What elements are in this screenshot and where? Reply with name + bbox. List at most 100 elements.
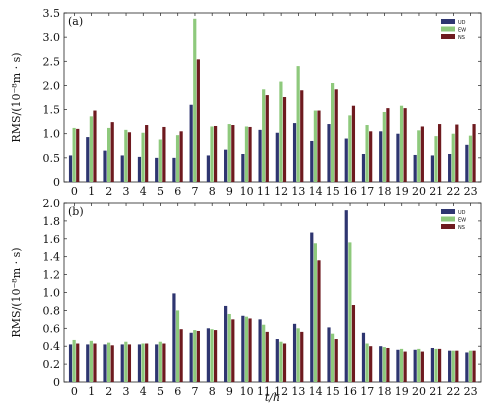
bar-ud [275, 339, 279, 382]
bar-ns [300, 90, 304, 182]
bar-ns [213, 125, 218, 182]
bar-ud [465, 352, 469, 382]
bar-ud [137, 344, 142, 382]
bar-ud [275, 132, 279, 182]
bar-ns [93, 110, 97, 182]
x-tick-label: 7 [191, 385, 198, 398]
x-tick-label: 5 [157, 185, 164, 198]
bar-ew [193, 330, 197, 382]
x-tick-label: 21 [429, 385, 443, 398]
bar-ud [327, 124, 331, 182]
x-tick-label: 22 [446, 185, 460, 198]
x-tick-label: 1 [88, 185, 95, 198]
x-tick-label: 14 [309, 185, 323, 198]
bar-ns [386, 108, 390, 182]
bar-ew [72, 127, 76, 182]
bar-ew [210, 126, 214, 182]
x-tick-label: 19 [395, 385, 409, 398]
y-tick-label: 1.0 [43, 128, 61, 141]
x-tick-label: 18 [378, 385, 392, 398]
bar-ns [351, 105, 356, 182]
bar-ns [179, 329, 183, 382]
x-tick-label: 15 [326, 385, 340, 398]
bar-ew [244, 126, 249, 182]
bar-ud [465, 144, 469, 182]
legend-label-ns: NS [458, 35, 465, 41]
bar-ew [72, 339, 76, 382]
bar-ns [196, 330, 200, 382]
bar-ud [413, 154, 417, 182]
bar-ns [472, 124, 476, 182]
x-tick-label: 4 [140, 385, 147, 398]
bar-ew [382, 111, 386, 182]
bar-ud [155, 344, 159, 382]
y-tick-label: 3.0 [43, 31, 61, 44]
bar-ud [292, 123, 297, 182]
bar-ns [403, 351, 407, 382]
y-tick-label: 1.2 [43, 269, 61, 282]
x-tick-label: 9 [226, 385, 233, 398]
x-tick-label: 3 [123, 185, 130, 198]
bar-ud [86, 137, 90, 182]
bar-ud [120, 155, 124, 182]
y-tick-label: 0.5 [43, 152, 61, 165]
bar-ud [68, 155, 73, 182]
bar-ew [434, 348, 438, 382]
x-tick-label: 10 [240, 385, 254, 398]
bar-ns [145, 343, 149, 382]
x-tick-label: 8 [209, 385, 216, 398]
bar-ns [437, 124, 442, 182]
bar-ud [344, 210, 348, 382]
bar-ew [141, 132, 145, 182]
x-tick-label: 16 [343, 185, 357, 198]
x-tick-label: 23 [464, 185, 478, 198]
bar-ew [434, 136, 438, 182]
x-tick-label: 8 [209, 185, 216, 198]
bar-ns [420, 351, 424, 382]
bar-ew [279, 81, 283, 182]
legend-label-ud: UD [458, 210, 466, 216]
bar-ns [351, 305, 356, 382]
y-tick-label: 2.0 [43, 197, 61, 210]
y-tick-label: 2.0 [43, 79, 61, 92]
bar-ew [158, 341, 162, 382]
bar-ud [172, 293, 176, 382]
y-tick-label: 0.8 [43, 304, 61, 317]
legend-label-ew: EW [458, 28, 466, 34]
bar-ud [361, 332, 366, 382]
y-tick-label: 1.5 [43, 104, 61, 117]
bar-ns [265, 331, 269, 382]
bar-ew [210, 329, 214, 382]
bar-ud [86, 344, 90, 382]
legend-swatch-ew [441, 26, 455, 32]
legend-label-ew: EW [458, 218, 466, 224]
bar-ew [89, 116, 93, 182]
bar-ns [437, 348, 442, 382]
panel-a: 00.51.01.52.02.53.03.50 1 2 3 4 5 6 7 8 9 10 11 12 13… [10, 7, 482, 198]
bar-ns [162, 343, 166, 382]
x-tick-label: 12 [274, 385, 288, 398]
y-tick-label: 0.4 [43, 340, 61, 353]
bar-ns [369, 131, 373, 182]
bar-ns [455, 124, 459, 182]
x-tick-label: 13 [291, 185, 305, 198]
y-tick-label: 0.2 [43, 358, 61, 371]
bar-ns [127, 344, 132, 382]
bar-ns [420, 126, 424, 182]
bar-ew [313, 243, 317, 382]
y-tick-label: 1.0 [43, 287, 61, 300]
bar-ud [189, 332, 193, 382]
x-tick-label: 6 [174, 385, 181, 398]
bar-ew [399, 348, 404, 382]
x-tick-label: 1 [88, 385, 95, 398]
bar-ew [348, 242, 352, 382]
x-tick-label: 23 [464, 385, 478, 398]
bar-ns [317, 260, 321, 382]
bar-ud [258, 319, 262, 382]
bar-ew [279, 341, 283, 382]
legend-label-ns: NS [458, 225, 465, 231]
bar-ew [89, 340, 93, 382]
bar-ew [382, 347, 386, 382]
bar-ns [386, 347, 390, 382]
